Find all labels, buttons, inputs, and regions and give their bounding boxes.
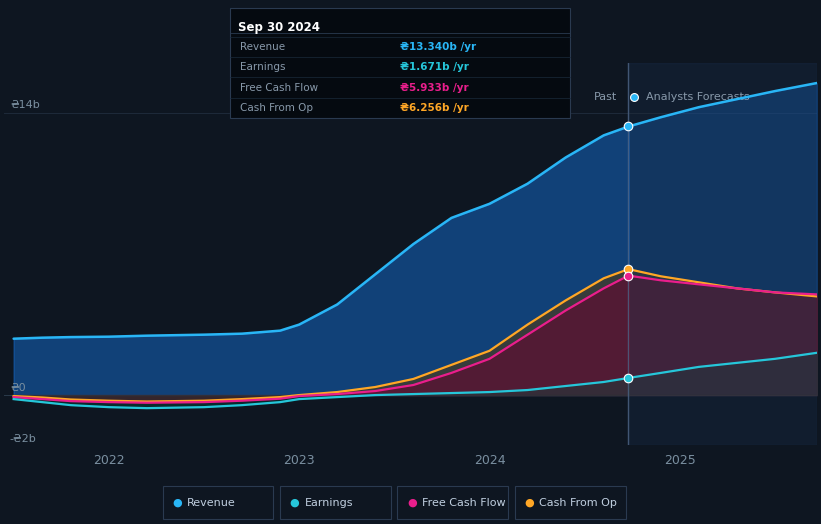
Text: ●: ● — [290, 497, 300, 508]
Point — [621, 271, 635, 280]
Point — [621, 122, 635, 130]
Text: Cash From Op: Cash From Op — [240, 103, 313, 113]
Text: Revenue: Revenue — [187, 497, 236, 508]
Text: ₴1.671b /yr: ₴1.671b /yr — [400, 62, 469, 72]
Text: Free Cash Flow: Free Cash Flow — [240, 83, 318, 93]
Text: Sep 30 2024: Sep 30 2024 — [238, 21, 320, 34]
Text: Earnings: Earnings — [240, 62, 286, 72]
Text: -₴2b: -₴2b — [10, 434, 37, 444]
Text: Earnings: Earnings — [305, 497, 353, 508]
Bar — [628, 63, 817, 445]
Text: ●: ● — [407, 497, 417, 508]
Point — [621, 265, 635, 274]
Text: Past: Past — [594, 92, 617, 102]
Text: Cash From Op: Cash From Op — [539, 497, 617, 508]
Text: ₴6.256b /yr: ₴6.256b /yr — [400, 103, 469, 113]
Text: ₴0: ₴0 — [10, 383, 25, 393]
Text: ●: ● — [172, 497, 182, 508]
Text: Analysts Forecasts: Analysts Forecasts — [645, 92, 750, 102]
Point — [621, 374, 635, 382]
Text: Revenue: Revenue — [240, 42, 285, 52]
Text: ●: ● — [525, 497, 534, 508]
Text: ₴14b: ₴14b — [10, 100, 39, 110]
Text: ₴5.933b /yr: ₴5.933b /yr — [400, 83, 469, 93]
Text: ₴13.340b /yr: ₴13.340b /yr — [400, 42, 476, 52]
Point — [627, 93, 640, 101]
Text: Free Cash Flow: Free Cash Flow — [422, 497, 506, 508]
